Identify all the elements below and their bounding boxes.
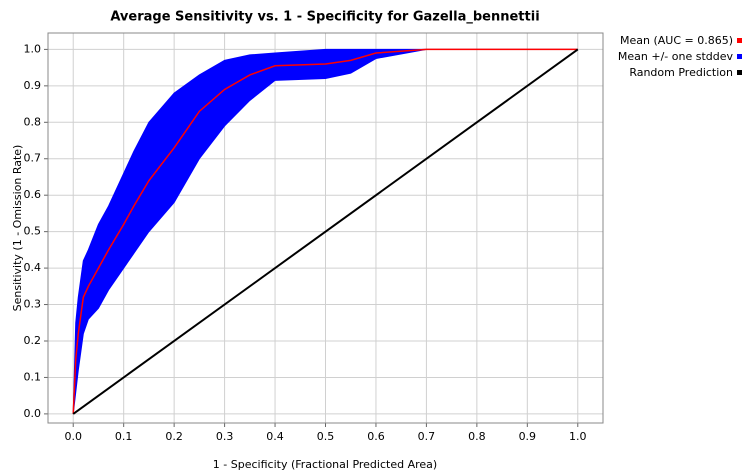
x-tick-label: 0.0 (64, 430, 82, 443)
stddev-band (72, 48, 578, 414)
legend-label: Mean (AUC = 0.865) (620, 34, 733, 47)
x-axis-label: 1 - Specificity (Fractional Predicted Ar… (213, 458, 437, 471)
x-tick-label: 0.7 (418, 430, 436, 443)
x-tick-label: 0.2 (165, 430, 183, 443)
line (72, 48, 579, 415)
y-tick-label: 1.0 (24, 42, 42, 55)
x-tick-label: 0.9 (519, 430, 537, 443)
x-tick-label: 0.8 (468, 430, 486, 443)
y-tick-label: 0.5 (24, 225, 42, 238)
legend-label: Mean +/- one stddev (618, 50, 734, 63)
x-tick-label: 0.4 (266, 430, 284, 443)
legend-swatch (737, 54, 742, 59)
y-tick-label: 0.6 (24, 188, 42, 201)
x-tick-label: 0.6 (367, 430, 385, 443)
y-tick-label: 0.7 (24, 152, 42, 165)
y-tick-label: 0.3 (24, 298, 42, 311)
y-tick-label: 0.9 (24, 79, 42, 92)
y-tick-label: 0.2 (24, 334, 42, 347)
x-tick-label: 0.5 (317, 430, 335, 443)
y-tick-label: 0.4 (24, 261, 42, 274)
x-tick-label: 0.1 (115, 430, 133, 443)
x-tick-label: 0.3 (216, 430, 234, 443)
legend-swatch (737, 70, 742, 75)
line (72, 48, 578, 414)
chart-title: Average Sensitivity vs. 1 - Specificity … (110, 10, 539, 25)
y-tick-label: 0.0 (24, 407, 42, 420)
legend-swatch (737, 38, 742, 43)
legend-label: Random Prediction (629, 66, 733, 79)
x-tick-label: 1.0 (569, 430, 587, 443)
y-axis-label: Sensitivity (1 - Omission Rate) (11, 145, 24, 312)
plot-border (47, 32, 604, 424)
y-tick-label: 0.1 (24, 370, 42, 383)
y-tick-label: 0.8 (24, 115, 42, 128)
